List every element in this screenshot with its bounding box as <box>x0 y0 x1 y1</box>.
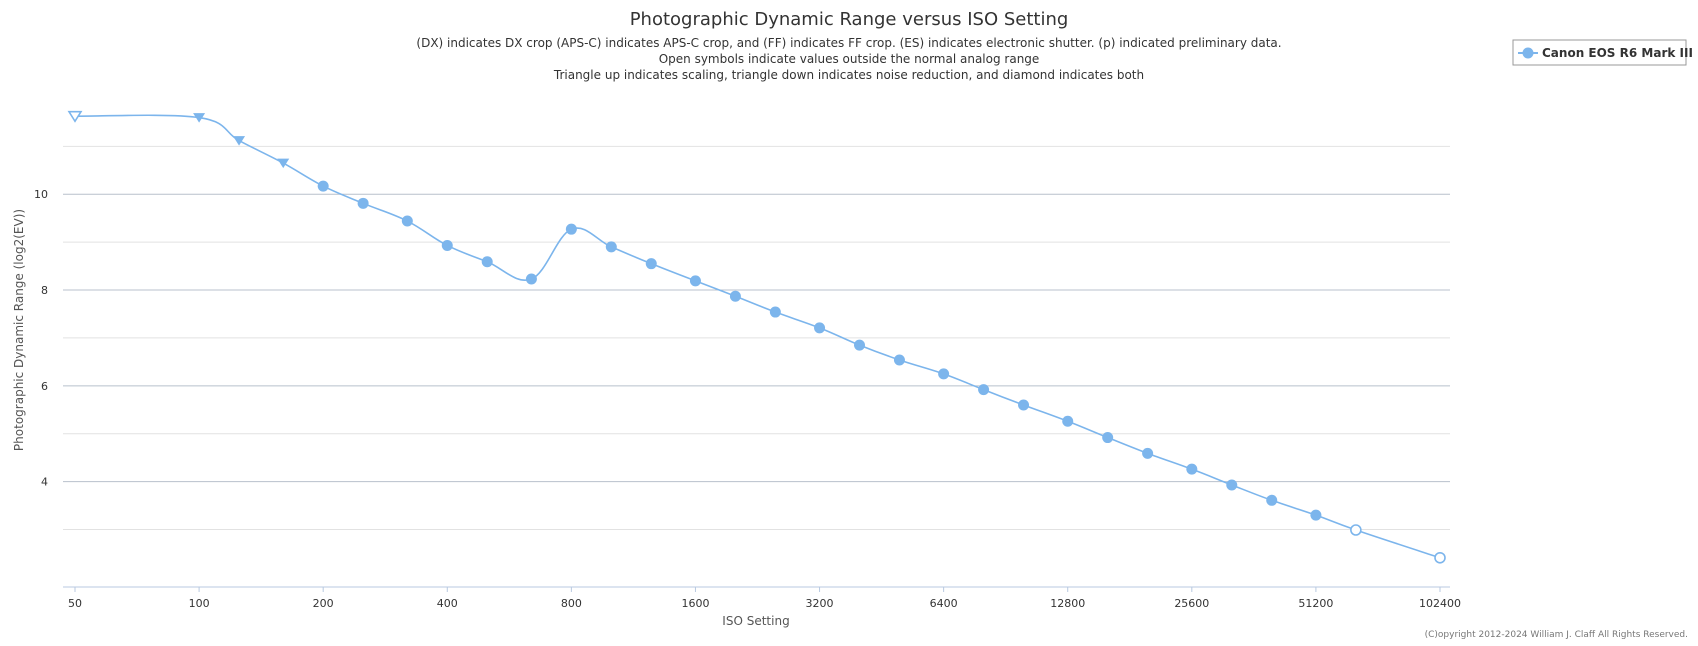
data-point-circle[interactable] <box>441 239 453 251</box>
axes: 4 6 8 10 50 100 200 400 800 1600 3200 6400 12800 2560… <box>34 188 1461 610</box>
data-point-circle[interactable] <box>689 275 701 287</box>
data-point-circle[interactable] <box>481 256 493 268</box>
x-tick-label: 50 <box>68 597 82 610</box>
data-point-circle[interactable] <box>1434 551 1446 564</box>
x-tick-label: 6400 <box>930 597 958 610</box>
data-point-circle[interactable] <box>401 215 413 227</box>
data-point-circle[interactable] <box>317 180 329 192</box>
data-point-triangle-down[interactable] <box>233 136 246 146</box>
legend-box <box>1512 39 1687 66</box>
x-tick-label: 400 <box>437 597 458 610</box>
x-tick-label: 1600 <box>681 597 709 610</box>
data-point-circle[interactable] <box>357 197 369 209</box>
data-point-circle[interactable] <box>1350 524 1362 536</box>
data-point-triangle-down[interactable] <box>277 158 290 169</box>
data-point-circle[interactable] <box>1142 447 1154 459</box>
y-tick-label: 10 <box>34 188 48 201</box>
data-point-circle[interactable] <box>565 223 577 235</box>
y-axis-title: Photographic Dynamic Range (log2(EV)) <box>12 209 26 451</box>
x-tick-label: 200 <box>313 597 334 610</box>
data-point-circle[interactable] <box>605 241 617 253</box>
chart-title: Photographic Dynamic Range versus ISO Se… <box>630 9 1069 30</box>
y-tick-label: 8 <box>41 284 48 297</box>
legend-item-label[interactable]: Canon EOS R6 Mark III <box>1542 46 1693 60</box>
data-point-circle[interactable] <box>853 339 865 351</box>
x-tick-label: 100 <box>189 597 210 610</box>
legend[interactable]: Canon EOS R6 Mark III <box>1512 39 1693 66</box>
x-tick-label: 12800 <box>1050 597 1085 610</box>
x-tick-label: 3200 <box>806 597 834 610</box>
x-tick-label: 102400 <box>1419 597 1461 610</box>
data-point-circle[interactable] <box>645 258 657 270</box>
credits-text: (C)opyright 2012-2024 William J. Claff A… <box>1425 630 1688 640</box>
data-point-triangle-down[interactable] <box>193 113 206 123</box>
data-point-circle[interactable] <box>1266 494 1278 506</box>
data-point-circle[interactable] <box>938 368 950 380</box>
data-point-circle[interactable] <box>1186 463 1198 475</box>
y-tick-label: 4 <box>41 476 48 489</box>
data-point-circle[interactable] <box>978 384 990 396</box>
data-point-triangle-down[interactable] <box>67 110 83 123</box>
data-point-circle[interactable] <box>893 354 905 366</box>
grid-lines <box>63 145 1450 531</box>
x-tick-label: 25600 <box>1174 597 1209 610</box>
series-line <box>74 114 1441 559</box>
x-tick-label: 51200 <box>1298 597 1333 610</box>
chart-subtitle-line-3: Triangle up indicates scaling, triangle … <box>553 68 1144 82</box>
chart-subtitle-line-1: (DX) indicates DX crop (APS-C) indicates… <box>416 36 1281 50</box>
data-point-circle[interactable] <box>1102 432 1114 444</box>
data-point-circle[interactable] <box>1310 509 1322 521</box>
data-point-circle[interactable] <box>525 273 537 285</box>
data-point-circle[interactable] <box>729 290 741 302</box>
data-point-circle[interactable] <box>814 322 826 334</box>
data-point-circle[interactable] <box>769 306 781 318</box>
series-layer <box>67 110 1446 564</box>
legend-marker-icon <box>1522 47 1534 59</box>
y-tick-label: 6 <box>41 380 48 393</box>
x-tick-label: 800 <box>561 597 582 610</box>
data-point-circle[interactable] <box>1226 479 1238 491</box>
data-point-circle[interactable] <box>1062 415 1074 427</box>
data-point-circle[interactable] <box>1018 399 1030 411</box>
x-axis-title: ISO Setting <box>722 614 789 628</box>
chart-subtitle-line-2: Open symbols indicate values outside the… <box>659 52 1040 66</box>
